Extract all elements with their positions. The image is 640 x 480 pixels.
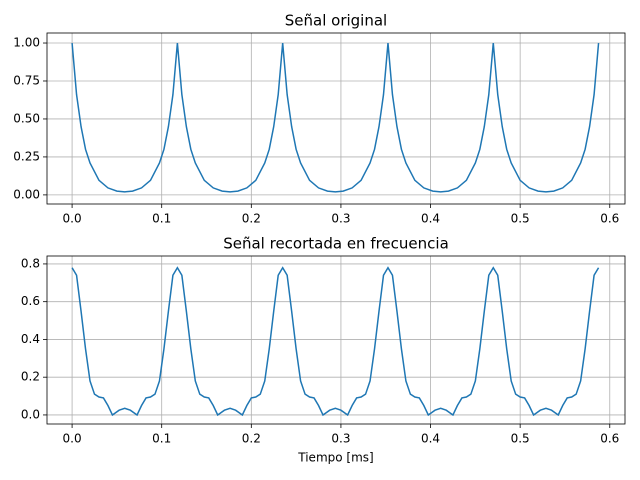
x-tick-label: 0.5	[511, 432, 530, 446]
y-tick-label: 0.8	[21, 256, 40, 270]
axes-frame	[46, 32, 626, 205]
x-tick-label: 0.6	[600, 432, 619, 446]
x-tick-label: 0.1	[152, 432, 171, 446]
x-tick-label: 0.0	[63, 432, 82, 446]
x-tick-label: 0.6	[600, 212, 619, 226]
y-tick-label: 0.75	[13, 73, 40, 87]
y-tick-label: 1.00	[13, 36, 40, 50]
chart-title: Señal recortada en frecuencia	[223, 235, 449, 253]
data-line	[71, 266, 600, 417]
x-tick-label: 0.4	[421, 212, 440, 226]
x-tick-label: 0.4	[421, 432, 440, 446]
x-tick-label: 0.1	[152, 212, 171, 226]
y-tick-label: 0.25	[13, 149, 40, 163]
y-tick-label: 0.6	[21, 294, 40, 308]
data-line	[71, 42, 600, 193]
x-tick-label: 0.5	[511, 212, 530, 226]
x-tick-label: 0.0	[63, 212, 82, 226]
y-tick-label: 0.4	[21, 332, 40, 346]
y-tick-label: 0.50	[13, 111, 40, 125]
y-tick-label: 0.2	[21, 370, 40, 384]
x-tick-label: 0.2	[242, 432, 261, 446]
axes-frame	[46, 255, 626, 425]
chart-title: Señal original	[285, 12, 387, 30]
y-tick-label: 0.00	[13, 187, 40, 201]
x-tick-label: 0.3	[331, 212, 350, 226]
x-tick-label: 0.2	[242, 212, 261, 226]
x-axis-label: Tiempo [ms]	[297, 451, 373, 465]
y-tick-label: 0.0	[21, 407, 40, 421]
x-tick-label: 0.3	[331, 432, 350, 446]
